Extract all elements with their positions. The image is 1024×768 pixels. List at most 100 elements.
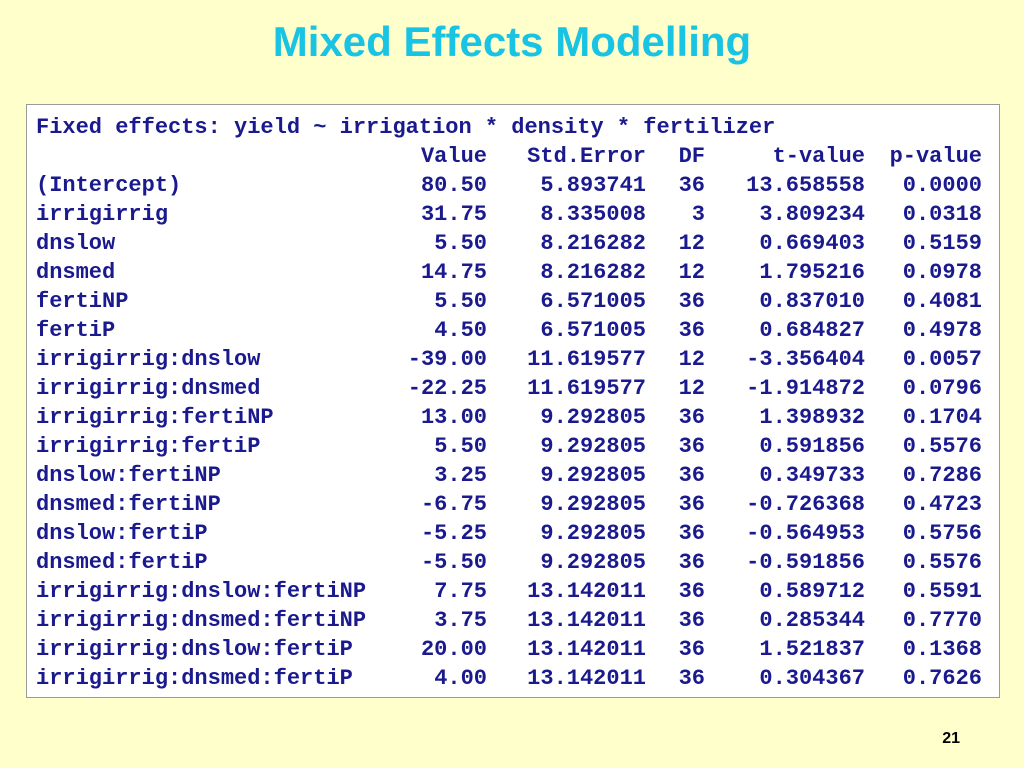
cell: 0.0796	[902, 376, 982, 401]
cell: 9.292805	[540, 521, 646, 546]
cell: 36	[678, 608, 705, 633]
cell: 0.4978	[902, 318, 982, 343]
cell: 12	[678, 260, 705, 285]
page-number: 21	[942, 730, 960, 747]
slide-title: Mixed Effects Modelling	[272, 18, 752, 65]
cell: 1.521837	[759, 637, 865, 662]
cell: 36	[678, 463, 705, 488]
cell: 8.216282	[540, 260, 646, 285]
cell: 12	[678, 376, 705, 401]
cell: 0.349733	[759, 463, 865, 488]
cell: 0.1704	[902, 405, 982, 430]
cell: 1.795216	[759, 260, 865, 285]
cell: 1.398932	[759, 405, 865, 430]
table-caption: Fixed effects: yield ~ irrigation * dens…	[36, 115, 776, 140]
row-label: irrigirrig:dnslow	[36, 347, 261, 372]
cell: -0.564953	[746, 521, 865, 546]
cell: 0.304367	[759, 666, 865, 691]
row-label: irrigirrig:dnsmed:fertiP	[36, 666, 353, 691]
cell: 0.5159	[902, 231, 982, 256]
output-box: Fixed effects: yield ~ irrigation * dens…	[26, 104, 1000, 698]
cell: 11.619577	[527, 376, 646, 401]
cell: 36	[678, 666, 705, 691]
cell: -0.726368	[746, 492, 865, 517]
cell: 11.619577	[527, 347, 646, 372]
cell: 36	[678, 318, 705, 343]
cell: 0.589712	[759, 579, 865, 604]
cell: 36	[678, 289, 705, 314]
cell: 5.50	[434, 231, 487, 256]
column-header: Std.Error	[527, 144, 646, 169]
cell: -3.356404	[746, 347, 865, 372]
row-label: (Intercept)	[36, 173, 182, 198]
cell: 36	[678, 521, 705, 546]
column-header: t-value	[772, 144, 865, 169]
row-label: dnslow	[36, 231, 116, 256]
cell: 12	[678, 347, 705, 372]
cell: 8.335008	[540, 202, 646, 227]
cell: 9.292805	[540, 434, 646, 459]
cell: 0.7770	[902, 608, 982, 633]
cell: 0.5576	[902, 550, 982, 575]
cell: 0.4081	[902, 289, 982, 314]
cell: -6.75	[420, 492, 487, 517]
column-header: Value	[420, 144, 487, 169]
row-label: irrigirrig:dnslow:fertiNP	[36, 579, 367, 604]
column-header: DF	[678, 144, 705, 169]
cell: 0.1368	[902, 637, 982, 662]
cell: 13.142011	[527, 666, 646, 691]
cell: 3.809234	[759, 202, 865, 227]
row-label: dnsmed:fertiNP	[36, 492, 221, 517]
row-label: fertiNP	[36, 289, 129, 314]
row-label: fertiP	[36, 318, 116, 343]
cell: 0.0318	[902, 202, 982, 227]
row-label: irrigirrig:dnsmed:fertiNP	[36, 608, 367, 633]
cell: -0.591856	[746, 550, 865, 575]
cell: 0.837010	[759, 289, 865, 314]
cell: 9.292805	[540, 463, 646, 488]
column-header: p-value	[889, 144, 982, 169]
row-label: irrigirrig:dnsmed	[36, 376, 261, 401]
cell: 12	[678, 231, 705, 256]
row-label: irrigirrig	[36, 202, 169, 227]
cell: 0.0000	[902, 173, 982, 198]
cell: 20.00	[420, 637, 487, 662]
cell: -1.914872	[746, 376, 865, 401]
cell: 36	[678, 579, 705, 604]
cell: 0.5591	[902, 579, 982, 604]
cell: 4.50	[434, 318, 487, 343]
row-label: dnsmed:fertiP	[36, 550, 208, 575]
cell: 13.142011	[527, 608, 646, 633]
cell: 9.292805	[540, 550, 646, 575]
cell: 0.285344	[759, 608, 865, 633]
cell: 0.5576	[902, 434, 982, 459]
cell: 36	[678, 550, 705, 575]
cell: 13.00	[420, 405, 487, 430]
cell: 36	[678, 405, 705, 430]
cell: 36	[678, 173, 705, 198]
cell: 31.75	[420, 202, 487, 227]
cell: 5.50	[434, 289, 487, 314]
cell: 14.75	[420, 260, 487, 285]
cell: 6.571005	[540, 318, 646, 343]
cell: 36	[678, 637, 705, 662]
row-label: dnslow:fertiNP	[36, 463, 221, 488]
cell: 3.75	[434, 608, 487, 633]
cell: 3	[691, 202, 705, 227]
row-label: irrigirrig:fertiNP	[36, 405, 274, 430]
cell: 80.50	[420, 173, 487, 198]
cell: 3.25	[434, 463, 487, 488]
cell: 0.684827	[759, 318, 865, 343]
cell: -39.00	[407, 347, 487, 372]
cell: -22.25	[407, 376, 487, 401]
cell: 0.591856	[759, 434, 865, 459]
cell: 13.658558	[746, 173, 865, 198]
cell: 0.4723	[902, 492, 982, 517]
cell: 0.669403	[759, 231, 865, 256]
row-label: dnsmed	[36, 260, 116, 285]
cell: 0.0978	[902, 260, 982, 285]
cell: 13.142011	[527, 637, 646, 662]
cell: -5.25	[420, 521, 487, 546]
cell: 6.571005	[540, 289, 646, 314]
